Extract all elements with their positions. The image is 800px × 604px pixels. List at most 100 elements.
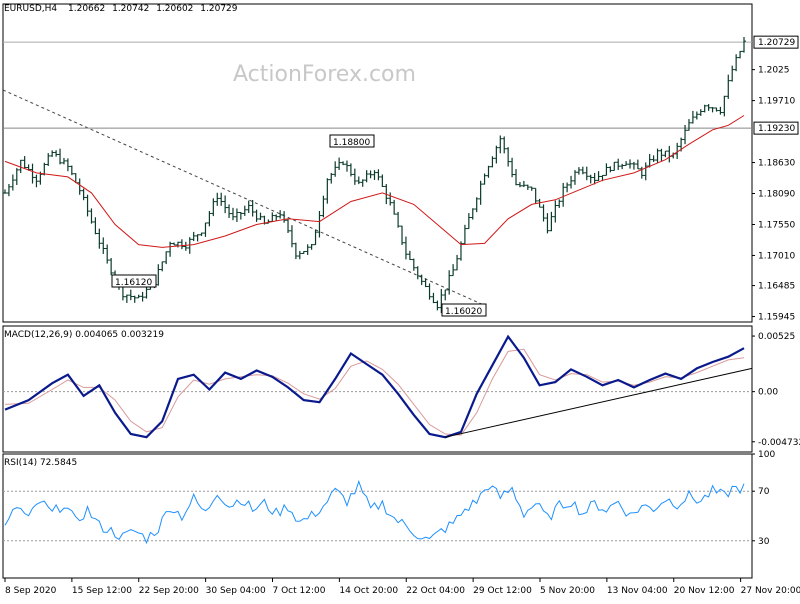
price-bar	[30, 163, 35, 184]
price-bar	[356, 176, 361, 185]
price-bar	[403, 236, 408, 260]
price-bar	[569, 175, 574, 189]
price-bar	[34, 174, 39, 188]
price-bar	[124, 294, 129, 303]
price-bar	[580, 166, 585, 175]
price-bar	[242, 205, 247, 216]
price-bar	[553, 200, 558, 223]
price-bar	[341, 161, 346, 166]
price-annotation: 1.16020	[441, 303, 487, 317]
annotation-text: 1.18800	[333, 138, 370, 148]
price-bar	[510, 157, 515, 178]
price-bar	[234, 208, 239, 223]
chart-title: EURUSD,H4 1.20662 1.20742 1.20602 1.2072…	[4, 4, 238, 14]
macd-trendline	[445, 367, 753, 438]
macd-label: MACD(12,26,9) 0.004065 0.003219	[4, 330, 164, 340]
price-bar	[317, 210, 322, 238]
price-bar	[372, 170, 377, 180]
price-bar	[529, 186, 534, 191]
price-bar	[521, 180, 526, 188]
price-bar	[132, 295, 137, 303]
price-annotation: 1.16120	[111, 274, 157, 288]
price-bar	[549, 211, 554, 232]
time-axis-label: 8 Sep 2020	[5, 586, 57, 596]
price-bar	[451, 264, 456, 277]
price-bar	[400, 225, 405, 245]
price-bar	[81, 188, 86, 201]
price-bar	[683, 125, 688, 145]
price-bar	[199, 232, 204, 236]
price-bar	[69, 165, 74, 176]
time-axis-label: 5 Nov 20:00	[540, 586, 595, 596]
price-bar	[447, 270, 452, 295]
price-bar	[65, 158, 70, 172]
price-bar	[10, 174, 15, 191]
price-bar	[588, 174, 593, 184]
price-bar	[61, 157, 66, 165]
price-bar	[376, 169, 381, 181]
price-bar	[305, 244, 310, 255]
price-bar	[635, 159, 640, 170]
price-axis-label: 1.18090	[758, 190, 795, 200]
price-bar	[278, 210, 283, 219]
price-bar	[702, 104, 707, 113]
price-bar	[97, 228, 102, 249]
price-bar	[203, 222, 208, 237]
price-bar	[565, 182, 570, 193]
rsi-line	[4, 479, 745, 545]
price-bar	[309, 244, 314, 250]
current-price-box-frame	[753, 35, 799, 49]
price-bar	[478, 180, 483, 205]
macd-axis-label: 0.00525	[758, 332, 795, 342]
price-bar	[431, 292, 436, 304]
price-bar	[631, 161, 636, 170]
price-bar	[423, 278, 428, 288]
price-bar	[215, 192, 220, 206]
price-bar	[470, 208, 475, 220]
price-bar	[557, 199, 562, 208]
price-bar	[742, 37, 746, 53]
macd-axis-label: 0.00	[758, 388, 778, 398]
price-bar	[419, 274, 424, 286]
annotation-box	[441, 303, 487, 317]
moving-average-line	[4, 115, 745, 248]
price-bar	[490, 156, 495, 168]
price-bar	[439, 288, 444, 314]
price-bar	[545, 213, 550, 234]
price-bar	[297, 250, 302, 260]
price-bar	[211, 198, 216, 217]
price-bar	[694, 111, 699, 120]
price-bar	[289, 225, 294, 248]
rsi-axis-label: 70	[758, 487, 770, 497]
price-bar	[14, 168, 19, 185]
price-bar	[293, 242, 298, 260]
price-bar	[286, 219, 291, 233]
price-bar	[388, 192, 393, 206]
level-price-box-text: 1.19230	[758, 124, 795, 134]
price-bar	[140, 291, 145, 302]
price-bar	[337, 157, 342, 170]
rsi-axis-label: 100	[758, 450, 775, 460]
price-bar	[690, 110, 695, 124]
price-bar	[282, 211, 287, 223]
price-bar	[502, 136, 507, 154]
price-bar	[576, 167, 581, 175]
price-axis-label: 1.2025	[758, 66, 790, 76]
time-axis-label: 29 Oct 12:00	[473, 586, 532, 596]
price-bar	[156, 264, 161, 286]
price-bar	[274, 214, 279, 221]
price-bar	[160, 261, 165, 272]
price-bar	[85, 194, 90, 217]
time-axis-label: 13 Nov 04:00	[607, 586, 668, 596]
ohlc-close: 1.20729	[200, 4, 238, 14]
price-bar	[730, 65, 735, 82]
price-bar	[474, 197, 479, 213]
ohlc-low: 1.20602	[156, 4, 194, 14]
price-annotation: 1.18800	[329, 134, 375, 148]
price-bar	[639, 166, 644, 179]
symbol-label: EURUSD,H4	[4, 4, 58, 14]
price-bar	[101, 237, 106, 254]
price-bar	[466, 213, 471, 230]
price-bar	[58, 148, 63, 165]
